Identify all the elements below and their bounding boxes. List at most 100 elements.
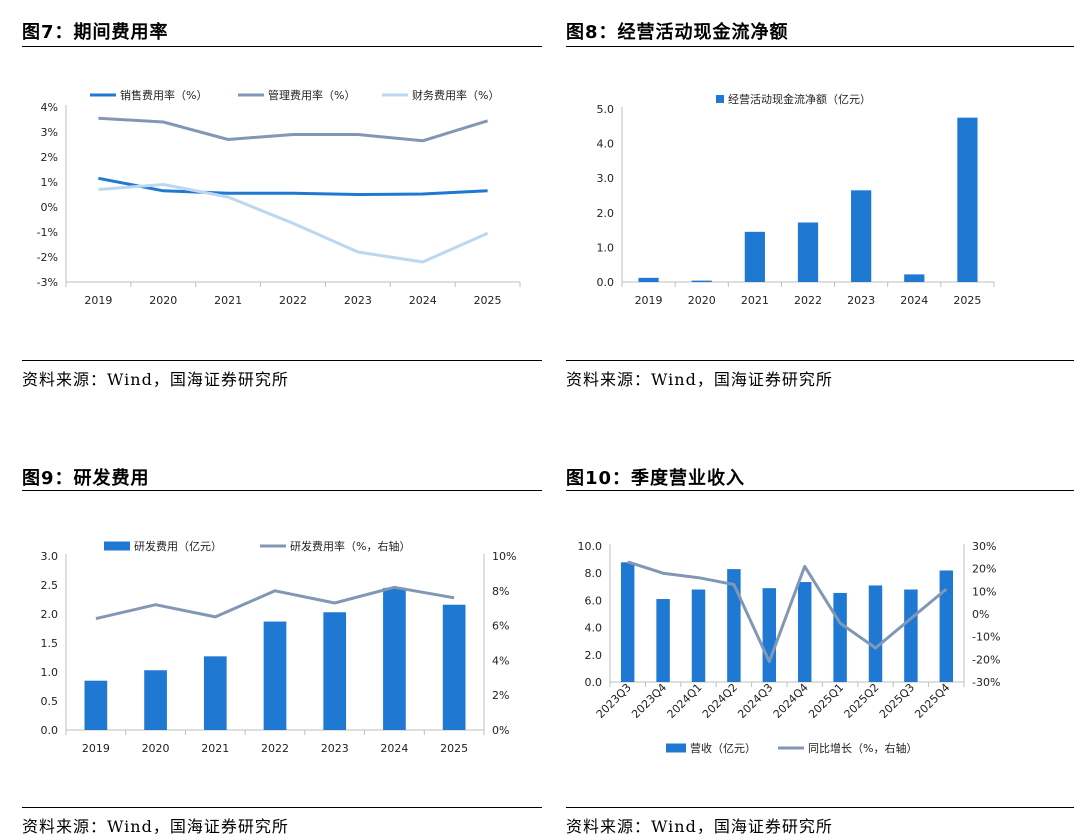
x-tick-label: 2025Q1 [806, 681, 846, 721]
y2-tick-label: -10% [972, 631, 1000, 644]
y2-tick-label: -20% [972, 653, 1000, 666]
series-line [98, 116, 489, 143]
bar [638, 277, 659, 282]
source-rule [566, 807, 1074, 808]
rd-expense-chart: 3.0 2.5 2.0 1.5 1.0 0.5 0.0 10% 8% 6% 4% 2% 0% 2019 20… [41, 539, 517, 755]
y-tick-label: 1% [41, 176, 58, 189]
legend-label: 研发费用（亿元） [134, 539, 222, 553]
legend-label: 经营活动现金流净额（亿元） [728, 92, 871, 106]
y-tick-label: 4% [41, 101, 58, 114]
series-line [98, 176, 488, 196]
x-tick-label: 2024Q1 [665, 681, 705, 721]
y-tick-label: 1.5 [41, 637, 59, 650]
y-tick-label: 1.0 [597, 241, 615, 254]
source-note: 资料来源：Wind，国海证券研究所 [566, 817, 833, 836]
bar [762, 588, 777, 682]
x-tick-label: 2019 [82, 742, 110, 755]
y-tick-label: 2% [41, 151, 58, 164]
y-tick-label: 4.0 [585, 622, 603, 635]
legend-swatch [104, 541, 130, 551]
y2-tick-label: 8% [492, 585, 509, 598]
y-tick-label: 4.0 [597, 138, 615, 151]
expense-ratio-chart: 4% 3% 2% 1% 0% -1% -2% -3% 2019 2020 2021 2022 2023 2… [37, 88, 521, 307]
x-tick-label: 2024 [409, 294, 437, 307]
y-tick-label: 2.0 [41, 608, 59, 621]
y2-tick-label: 4% [492, 654, 509, 667]
bar [656, 599, 670, 682]
title-rule [566, 490, 1074, 491]
y2-tick-label: 30% [972, 540, 996, 553]
y2-tick-label: 10% [972, 585, 996, 598]
y2-tick-label: 6% [492, 620, 509, 633]
source-note: 资料来源：Wind，国海证券研究所 [566, 370, 833, 389]
y-tick-label: 1.0 [41, 666, 59, 679]
bar [797, 222, 819, 282]
title-rule [22, 490, 542, 491]
bar [957, 117, 978, 283]
bar [144, 670, 167, 730]
x-tick-label: 2025Q3 [877, 681, 917, 721]
x-tick-label: 2024Q2 [700, 681, 740, 721]
y2-tick-label: -30% [972, 676, 1000, 689]
y-tick-label: 2.0 [585, 649, 603, 662]
y-tick-label: 6.0 [585, 594, 603, 607]
y2-tick-label: 10% [492, 550, 516, 563]
x-tick-label: 2024 [900, 294, 928, 307]
chart-title: 图7：期间费用率 [22, 22, 169, 43]
chart-title: 图8：经营活动现金流净额 [566, 22, 789, 43]
y-tick-label: -1% [37, 226, 58, 239]
source-rule [22, 360, 542, 361]
bar [904, 589, 918, 682]
bar [323, 612, 347, 730]
source-rule [22, 807, 542, 808]
source-note: 资料来源：Wind，国海证券研究所 [22, 817, 289, 836]
y-tick-label: 3% [41, 126, 58, 139]
y-tick-label: 3.0 [597, 172, 615, 185]
y2-tick-label: 2% [492, 689, 509, 702]
bar [851, 190, 872, 282]
legend-swatch [666, 743, 686, 753]
series-line [98, 183, 489, 264]
legend-label: 财务费用率（%） [412, 88, 499, 102]
x-tick-label: 2020 [688, 294, 716, 307]
bar [442, 604, 466, 730]
panel-rd-expense: 图9：研发费用 3.0 2.5 2.0 1.5 1.0 0.5 0.0 10% 8% 6% 4% 2%… [22, 448, 542, 840]
y-tick-label: 0% [41, 201, 58, 214]
bar [691, 589, 706, 682]
y-tick-label: 0.0 [585, 676, 603, 689]
panel-expense-ratio: 图7：期间费用率 4% 3% 2% 1% 0% -1% -2% -3% 2019 2020 2021… [22, 0, 542, 400]
x-tick-label: 2025Q4 [912, 681, 952, 721]
source-rule [566, 360, 1074, 361]
title-rule [566, 46, 1074, 47]
panel-quarterly-revenue: 图10：季度营业收入 10.0 8.0 6.0 4.0 2.0 0.0 30% 20% 10% 0… [566, 448, 1074, 840]
y2-tick-label: 20% [972, 563, 996, 576]
y2-tick-label: 0% [972, 608, 989, 621]
y-tick-label: 0.5 [41, 695, 59, 708]
bar [263, 621, 287, 730]
x-tick-label: 2025Q2 [842, 681, 882, 721]
x-tick-label: 2023 [847, 294, 875, 307]
legend-swatch [716, 95, 724, 103]
x-tick-label: 2019 [635, 294, 663, 307]
x-tick-label: 2024 [380, 742, 408, 755]
quarterly-revenue-chart: 10.0 8.0 6.0 4.0 2.0 0.0 30% 20% 10% 0% -10% -20% -3… [578, 540, 1001, 755]
x-tick-label: 2024Q3 [735, 681, 775, 721]
source-note: 资料来源：Wind，国海证券研究所 [22, 370, 289, 389]
bar [939, 570, 954, 682]
x-tick-label: 2022 [279, 294, 307, 307]
y-tick-label: 2.0 [597, 207, 615, 220]
x-tick-label: 2021 [214, 294, 242, 307]
legend-label: 销售费用率（%） [120, 88, 207, 102]
x-tick-label: 2023 [321, 742, 349, 755]
x-tick-label: 2024Q4 [771, 681, 811, 721]
x-tick-label: 2021 [741, 294, 769, 307]
y-tick-label: 0.0 [41, 724, 59, 737]
y2-tick-label: 0% [492, 724, 509, 737]
y-tick-label: -3% [37, 276, 58, 289]
bar [797, 582, 812, 682]
title-rule [22, 46, 542, 47]
bar [727, 569, 741, 682]
bar [833, 592, 847, 682]
legend-label: 同比增长（%，右轴） [808, 741, 917, 755]
x-tick-label: 2022 [794, 294, 822, 307]
